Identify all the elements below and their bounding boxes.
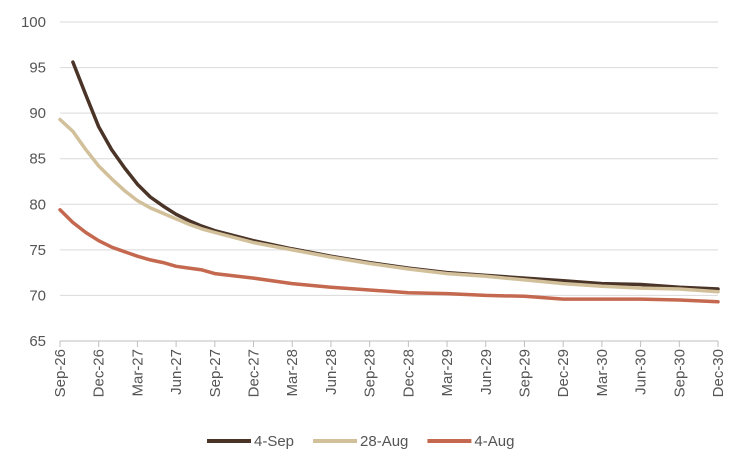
legend-label-1: 28-Aug <box>360 433 408 450</box>
gridlines <box>60 21 718 296</box>
x-tick-label: Jun-30 <box>633 349 650 395</box>
x-tick-label: Mar-28 <box>284 349 301 397</box>
y-tick-label: 85 <box>29 151 46 168</box>
x-tick-label: Sep-26 <box>52 349 69 397</box>
x-tick-label: Sep-27 <box>207 349 224 397</box>
x-tick-label: Mar-30 <box>594 349 611 397</box>
x-tick-label: Jun-28 <box>323 349 340 395</box>
x-tick-label: Jun-29 <box>478 349 495 395</box>
x-tick-label: Sep-30 <box>671 349 688 397</box>
y-axis-ticks: 65 70 75 80 85 90 95 100 <box>21 14 46 350</box>
x-tick-label: Sep-28 <box>362 349 379 397</box>
x-tick-label: Mar-29 <box>439 349 456 397</box>
legend: 4-Sep 28-Aug 4-Aug <box>207 433 514 450</box>
series-line-1 <box>58 117 720 294</box>
y-tick-label: 90 <box>29 105 46 122</box>
x-tick-label: Dec-26 <box>91 349 108 397</box>
y-tick-label: 75 <box>29 242 46 259</box>
legend-label-2: 4-Aug <box>474 433 514 450</box>
x-tick-label: Dec-28 <box>400 349 417 397</box>
series-lines <box>58 60 720 304</box>
series-line-2 <box>58 208 720 304</box>
x-tick-label: Dec-29 <box>555 349 572 397</box>
x-tick-label: Dec-30 <box>710 349 727 397</box>
y-tick-label: 70 <box>29 287 46 304</box>
y-tick-label: 100 <box>21 14 46 31</box>
y-tick-label: 80 <box>29 196 46 213</box>
y-tick-label: 95 <box>29 60 46 77</box>
y-tick-label: 65 <box>29 333 46 350</box>
legend-label-0: 4-Sep <box>254 433 294 450</box>
x-tick-label: Sep-29 <box>516 349 533 397</box>
x-tick-label: Dec-27 <box>246 349 263 397</box>
series-line-0 <box>71 60 720 291</box>
x-tick-label: Jun-27 <box>168 349 185 395</box>
x-tick-label: Mar-27 <box>129 349 146 397</box>
x-axis <box>59 340 719 347</box>
x-axis-ticks: Sep-26 Dec-26 Mar-27 Jun-27 Sep-27 Dec-27 Mar-… <box>52 349 727 397</box>
